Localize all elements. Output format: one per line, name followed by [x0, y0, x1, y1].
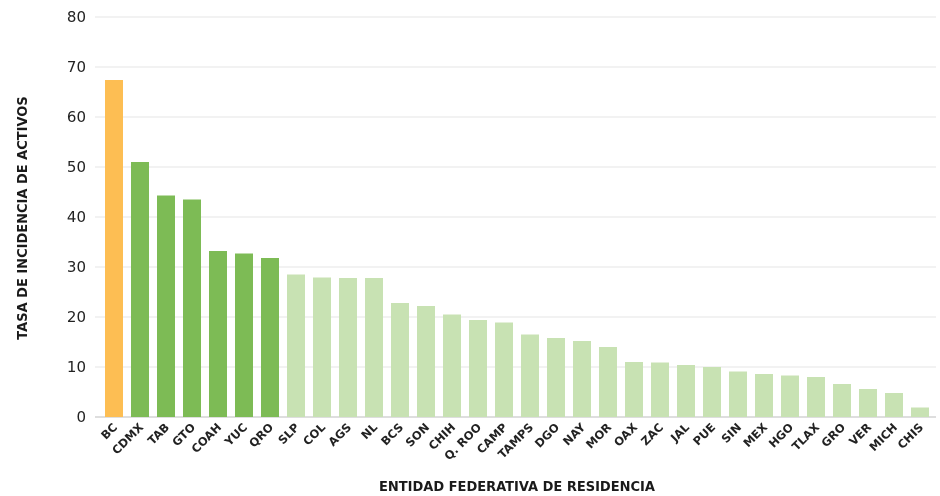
y-tick-labels: 0 10 20 30 40 50 60 70 80	[67, 8, 86, 426]
bar-son	[417, 306, 435, 417]
x-tick-label: COL	[300, 420, 328, 448]
bar-hgo	[781, 375, 799, 417]
bar-mex	[755, 374, 773, 417]
y-tick-label: 60	[67, 108, 86, 126]
y-axis-title: TASA DE INCIDENCIA DE ACTIVOS	[16, 96, 31, 339]
x-tick-label: BCS	[378, 420, 406, 448]
bar-camp	[495, 322, 513, 417]
bar-mor	[599, 347, 617, 417]
bar-oax	[625, 362, 643, 417]
bars	[105, 80, 929, 417]
bar-ver	[859, 389, 877, 417]
x-tick-label: COAH	[188, 420, 224, 456]
bar-q-roo	[469, 320, 487, 417]
bar-gro	[833, 384, 851, 417]
x-tick-label: YUC	[221, 420, 250, 449]
x-tick-label: SIN	[719, 420, 745, 446]
bar-qro	[261, 258, 279, 417]
bar-tab	[157, 195, 175, 417]
bar-yuc	[235, 253, 253, 417]
y-tick-label: 40	[67, 208, 86, 226]
bar-dgo	[547, 338, 565, 417]
x-tick-label: TAB	[145, 420, 172, 447]
bar-tlax	[807, 377, 825, 417]
bar-nay	[573, 341, 591, 417]
x-tick-label: TLAX	[789, 420, 822, 453]
x-axis-title: ENTIDAD FEDERATIVA DE RESIDENCIA	[379, 480, 655, 495]
x-tick-label: AGS	[325, 420, 354, 449]
bar-bc	[105, 80, 123, 417]
x-tick-label: PUE	[690, 420, 718, 448]
bar-chih	[443, 314, 461, 417]
bar-bcs	[391, 303, 409, 417]
y-tick-label: 0	[76, 408, 86, 426]
x-tick-label: MEX	[740, 420, 770, 450]
bar-coah	[209, 251, 227, 417]
x-tick-label: ZAC	[638, 420, 666, 448]
bar-jal	[677, 365, 695, 417]
y-tick-label: 20	[67, 308, 86, 326]
bar-col	[313, 277, 331, 417]
y-tick-label: 70	[67, 58, 86, 76]
bar-gto	[183, 199, 201, 417]
bar-mich	[885, 393, 903, 417]
y-tick-label: 10	[67, 358, 86, 376]
y-tick-label: 80	[67, 8, 86, 26]
x-tick-label: SLP	[275, 420, 302, 447]
bar-nl	[365, 278, 383, 417]
bar-cdmx	[131, 162, 149, 417]
bar-sin	[729, 371, 747, 417]
bar-pue	[703, 367, 721, 417]
x-tick-label: DGO	[532, 420, 562, 450]
x-tick-label: MOR	[583, 420, 614, 451]
y-tick-label: 30	[67, 258, 86, 276]
bar-slp	[287, 274, 305, 417]
x-tick-label: QRO	[246, 420, 276, 450]
bar-zac	[651, 362, 669, 417]
y-tick-label: 50	[67, 158, 86, 176]
bar-chis	[911, 407, 929, 417]
bar-ags	[339, 278, 357, 417]
x-tick-label: GRO	[818, 420, 848, 450]
x-tick-label: CHIS	[895, 420, 927, 452]
x-tick-label: JAL	[667, 420, 693, 446]
x-tick-label: OAX	[611, 420, 640, 449]
x-tick-label: MICH	[866, 420, 900, 454]
bar-tamps	[521, 334, 539, 417]
